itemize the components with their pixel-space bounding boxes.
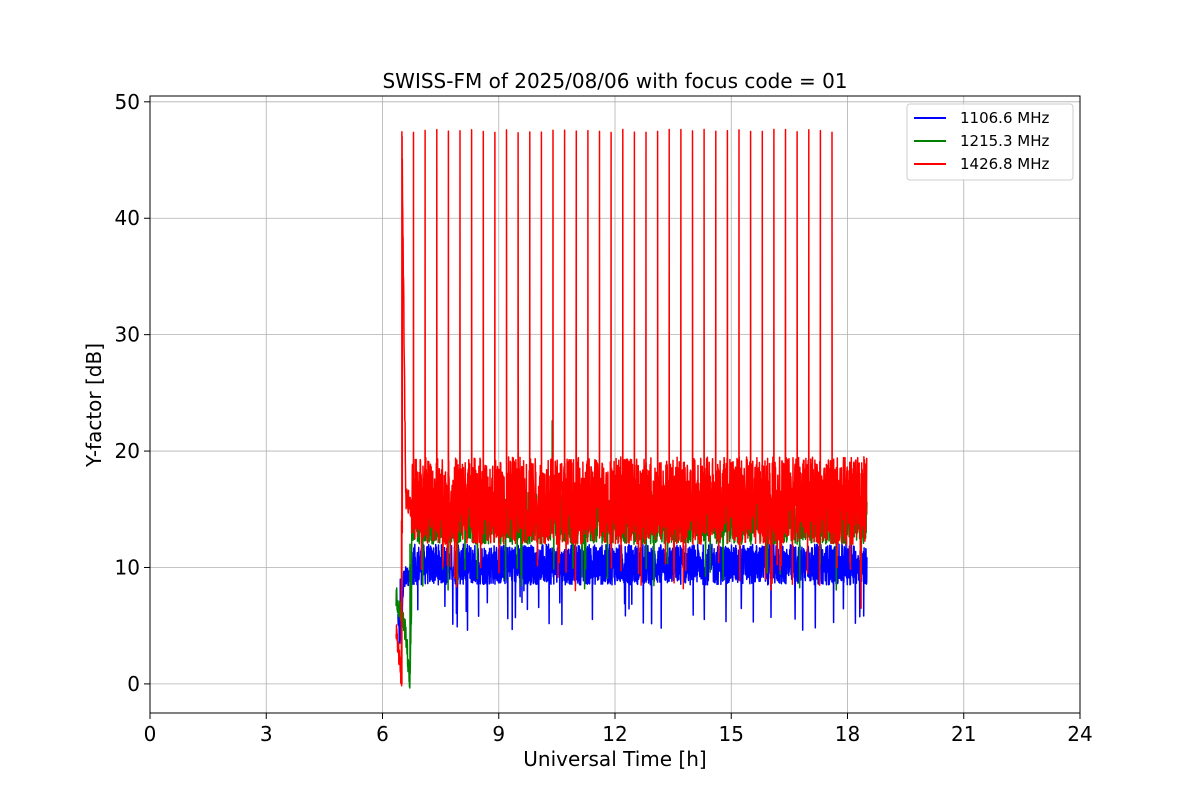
y-tick-label: 0: [127, 672, 140, 696]
y-axis-label: Y-factor [dB]: [82, 343, 106, 468]
chart-title: SWISS-FM of 2025/08/06 with focus code =…: [382, 69, 847, 93]
x-tick-label: 9: [492, 722, 505, 746]
y-tick-label: 20: [115, 439, 140, 463]
x-tick-label: 24: [1067, 722, 1092, 746]
y-tick-label: 30: [115, 323, 140, 347]
x-tick-label: 3: [260, 722, 273, 746]
x-tick-label: 12: [602, 722, 627, 746]
x-tick-label: 0: [144, 722, 157, 746]
x-tick-label: 18: [835, 722, 860, 746]
legend-entry-label: 1215.3 MHz: [960, 132, 1049, 150]
y-tick-label: 50: [115, 90, 140, 114]
x-tick-label: 15: [719, 722, 744, 746]
series-line-0: [397, 543, 868, 644]
y-tick-label: 10: [115, 555, 140, 579]
series-line-2: [395, 128, 868, 687]
legend-entry-label: 1426.8 MHz: [960, 155, 1049, 173]
series-layer: [395, 128, 868, 689]
legend-box: [906, 103, 1074, 181]
legend: 1106.6 MHz 1215.3 MHz 1426.8 MHz: [906, 103, 1074, 181]
x-axis-label: Universal Time [h]: [523, 747, 706, 771]
x-tick-label: 6: [376, 722, 389, 746]
x-tick-label: 21: [951, 722, 976, 746]
y-tick-label: 40: [115, 206, 140, 230]
legend-entry-label: 1106.6 MHz: [960, 109, 1049, 127]
ticks-layer: 0 3 6 9 12 15 18 21 24 0 10 20 30 40 50: [115, 90, 1093, 746]
